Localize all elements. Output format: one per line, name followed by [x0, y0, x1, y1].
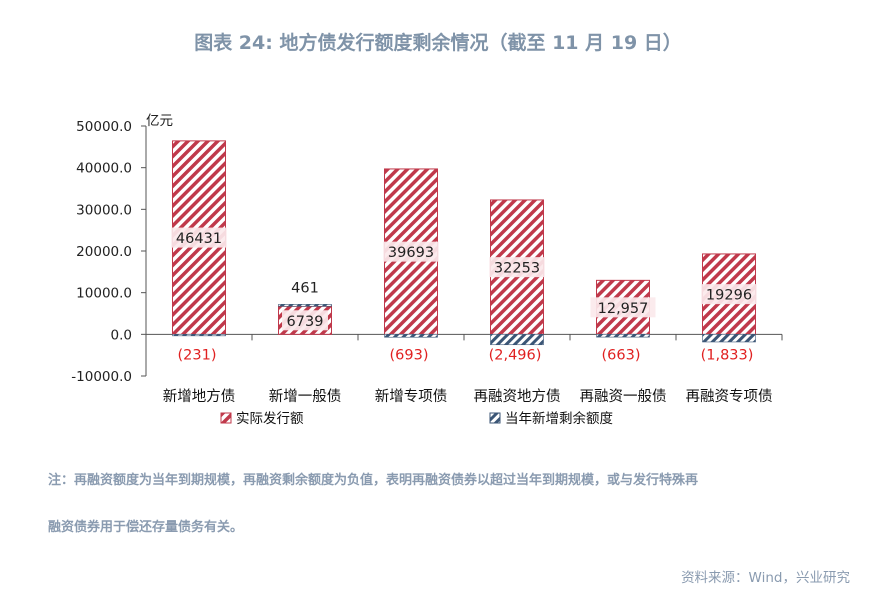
- y-tick-label: 20000.0: [76, 244, 132, 260]
- y-tick-label: 40000.0: [76, 161, 132, 177]
- remaining-bar: [702, 334, 756, 343]
- issued-value-label: 12,957: [598, 301, 649, 317]
- plot-area: 50000.0 40000.0 30000.0 20000.0 10000.0 0.0 -1…: [71, 113, 783, 427]
- remaining-value-label: (663): [602, 347, 641, 363]
- remaining-value-label: (2,496): [489, 347, 542, 363]
- issued-label-bg: [590, 297, 656, 318]
- remaining-value-label: 461: [291, 280, 319, 296]
- legend-label-remaining: 当年新增剩余额度: [505, 410, 613, 427]
- x-category-label: 新增一般债: [269, 388, 342, 405]
- note-line-1: 注：再融资额度为当年到期规模，再融资剩余额度为负值，表明再融资债券以超过当年到期…: [48, 473, 699, 488]
- issued-label-bg: [701, 284, 757, 305]
- y-tick-label: 0.0: [111, 327, 132, 343]
- y-tick-label: -10000.0: [71, 369, 132, 385]
- issued-value-label: 39693: [388, 245, 434, 261]
- remaining-bar: [490, 334, 544, 346]
- remaining-bar: [278, 304, 332, 307]
- issued-label-bg: [171, 227, 227, 248]
- chart-title: 图表 24: 地方债发行额度剩余情况（截至 11 月 19 日）: [194, 32, 682, 54]
- source-text: 资料来源：Wind，兴业研究: [681, 570, 850, 586]
- x-category-label: 再融资专项债: [686, 388, 773, 405]
- remaining-value-label: (1,833): [701, 347, 754, 363]
- x-category-label: 再融资一般债: [580, 388, 667, 405]
- issued-value-label: 6739: [287, 314, 324, 330]
- legend-swatch-remaining: [489, 412, 501, 424]
- issued-value-label: 46431: [176, 231, 222, 247]
- remaining-bar: [172, 334, 226, 337]
- issued-label-bg: [489, 257, 545, 278]
- issued-value-label: 19296: [706, 288, 752, 304]
- x-category-label: 新增专项债: [375, 388, 448, 405]
- legend-label-issued: 实际发行额: [236, 411, 304, 427]
- issued-label-bg: [383, 241, 439, 262]
- remaining-value-label: (231): [178, 347, 217, 363]
- issued-value-label: 32253: [494, 261, 540, 277]
- remaining-value-label: (693): [390, 347, 429, 363]
- y-tick-label: 30000.0: [76, 202, 132, 218]
- x-category-label: 新增地方债: [163, 388, 236, 405]
- issued-label-bg: [282, 310, 328, 331]
- remaining-bar: [384, 334, 438, 338]
- y-tick-label: 10000.0: [76, 286, 132, 302]
- y-tick-label: 50000.0: [76, 119, 132, 135]
- x-category-label: 再融资地方债: [474, 388, 561, 405]
- note-line-2: 融资债券用于偿还存量债务有关。: [48, 520, 244, 535]
- legend-swatch-issued: [220, 412, 232, 424]
- y-axis-unit: 亿元: [146, 113, 173, 129]
- remaining-bar: [596, 334, 650, 338]
